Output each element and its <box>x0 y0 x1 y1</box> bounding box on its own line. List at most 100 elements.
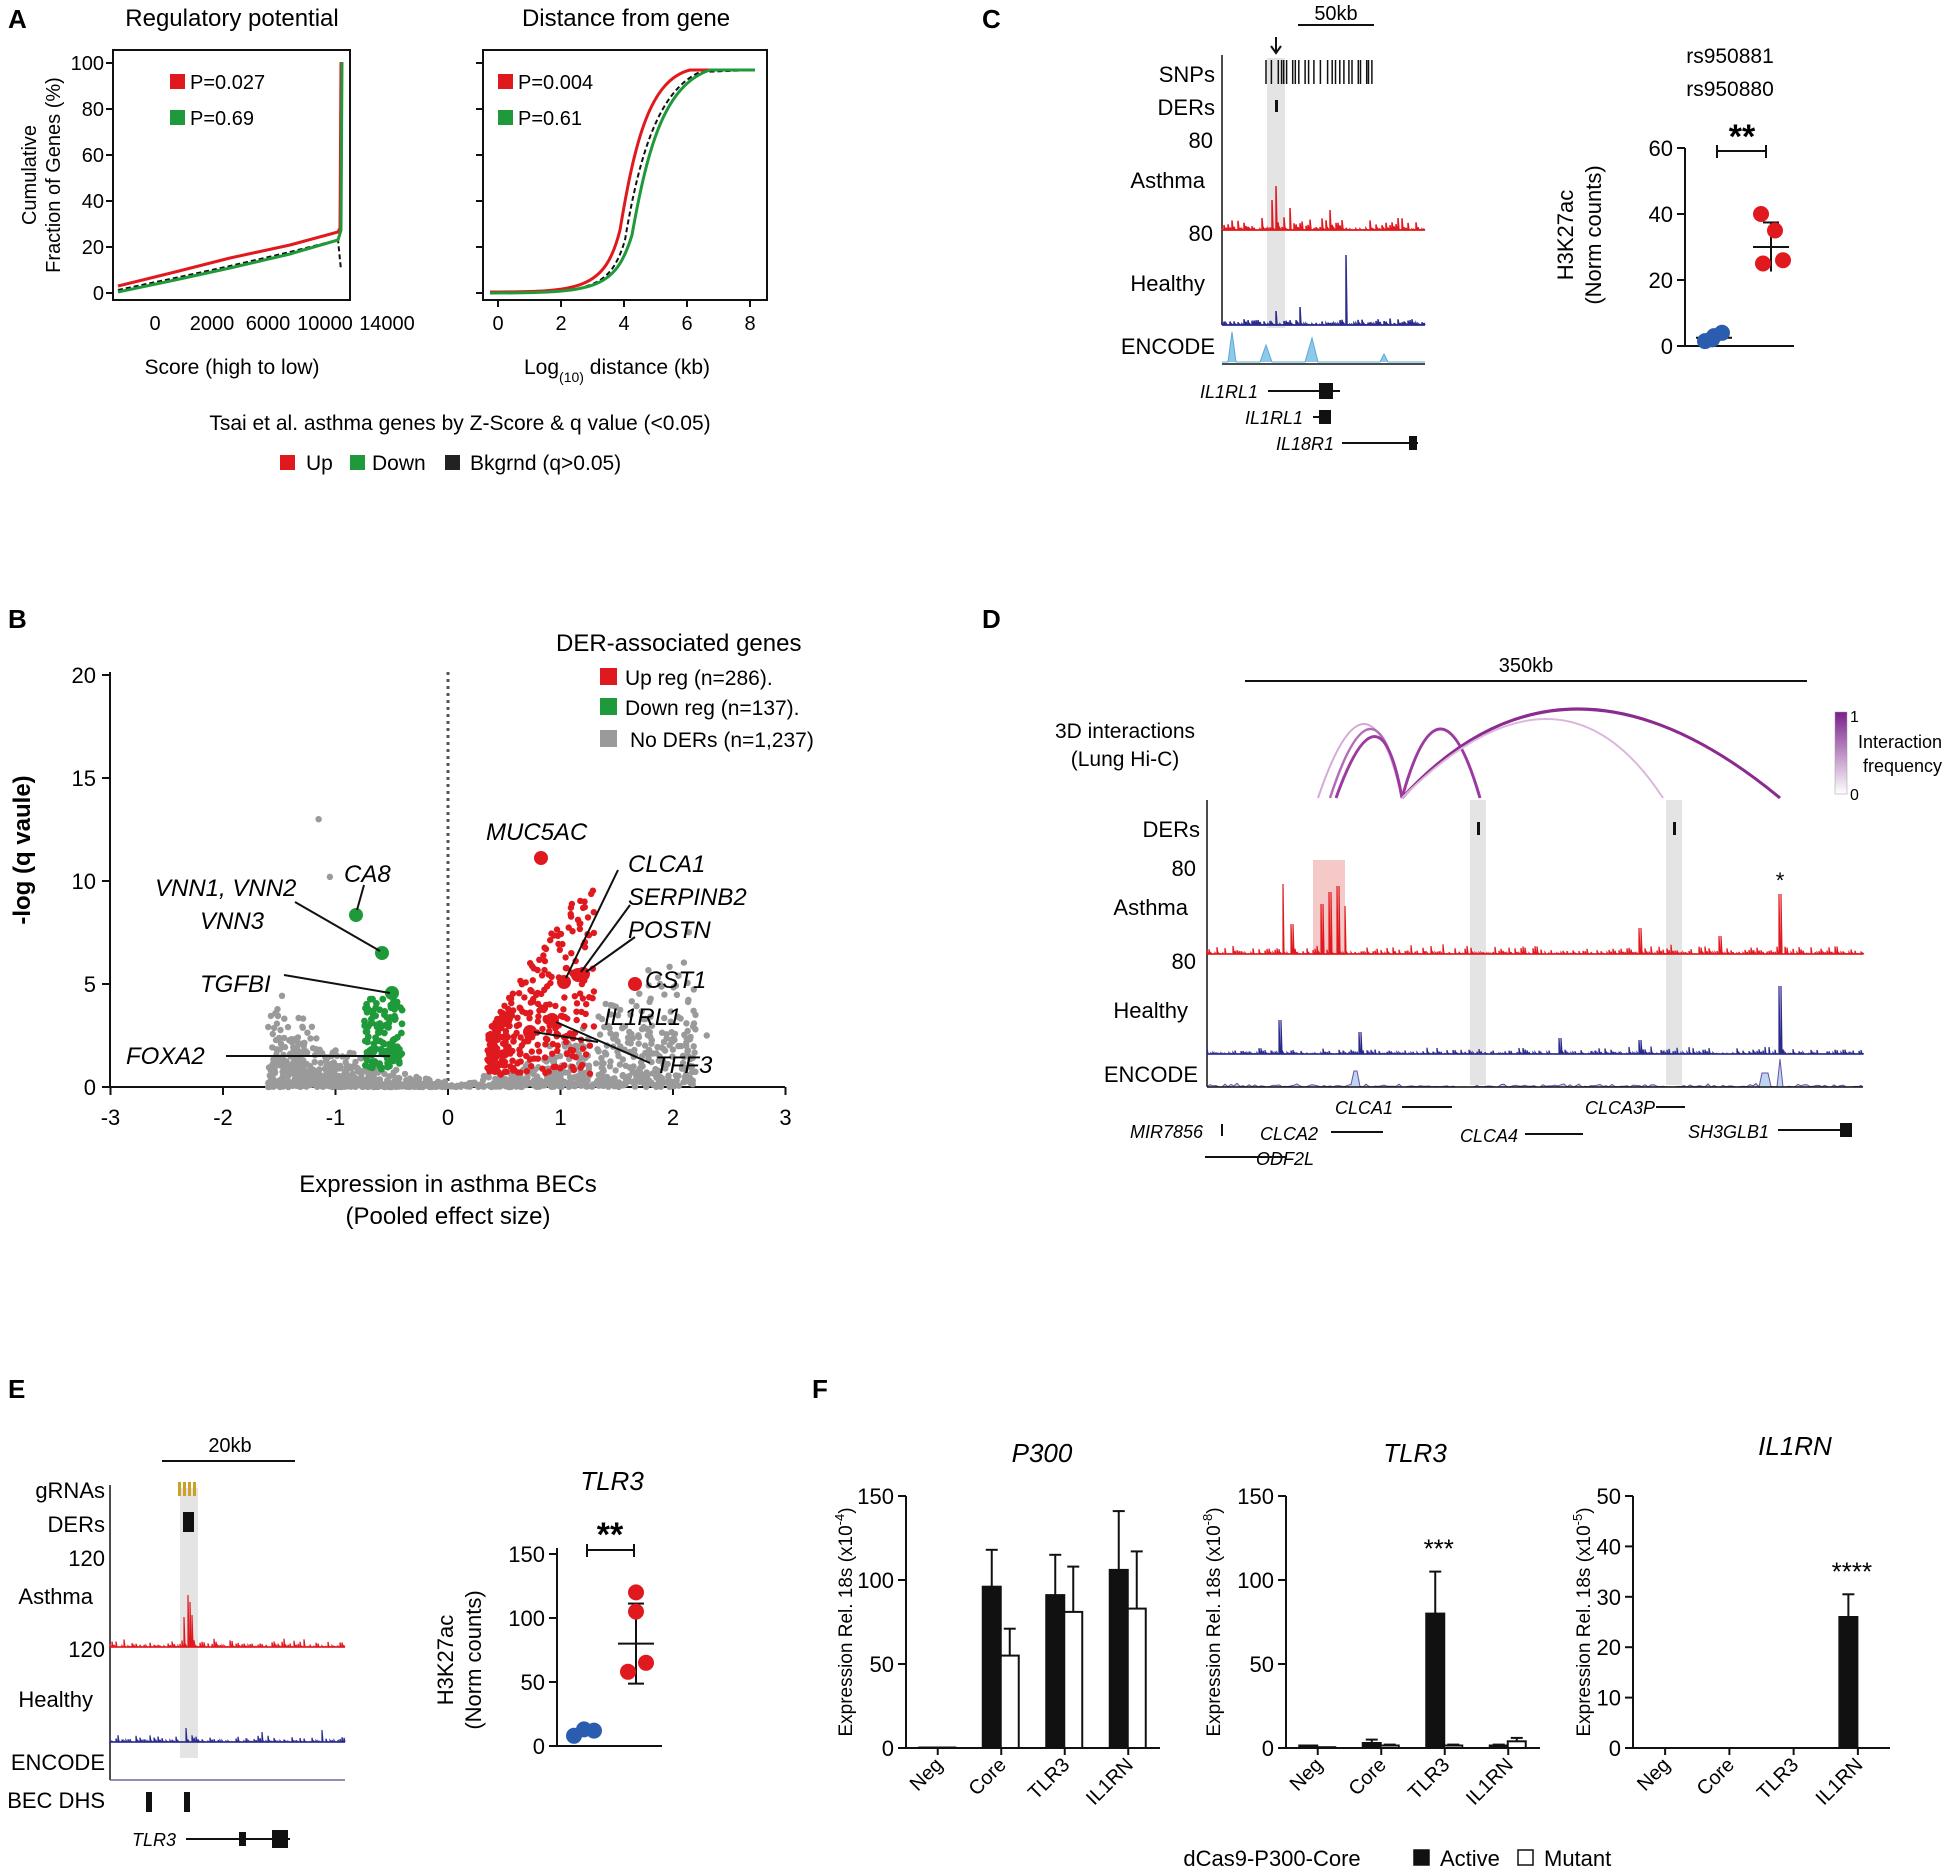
panel-e-dhs-mark-1 <box>146 1792 152 1812</box>
nonder-point <box>298 1074 305 1081</box>
nonder-point <box>684 1047 692 1054</box>
panel-c-snp-label-2: rs950880 <box>1686 78 1774 101</box>
up-point <box>517 1034 524 1041</box>
down-point <box>398 1029 405 1037</box>
panel-c-arrow-icon <box>1270 37 1282 55</box>
xtick-label: 0 <box>492 313 503 335</box>
nonder-point <box>275 1082 282 1089</box>
up-point <box>538 990 545 998</box>
up-point <box>541 966 548 974</box>
nonder-point <box>424 1078 431 1085</box>
ytick-label: 15 <box>72 766 96 791</box>
up-point <box>562 1038 570 1046</box>
nonder-point <box>280 1034 288 1042</box>
xtick-label: Core <box>965 1754 1011 1800</box>
panel-d-gene-clca3p: CLCA3P <box>1585 1098 1655 1118</box>
panel-d-gene-clca1: CLCA1 <box>1335 1098 1393 1118</box>
up-point <box>545 971 552 978</box>
xtick-label: IL1RN <box>1812 1754 1868 1810</box>
nonder-point <box>603 1077 610 1085</box>
panel-b-letter: B <box>8 604 27 634</box>
xtick-label: 1 <box>554 1105 566 1130</box>
down-point <box>376 1006 384 1014</box>
xtick-label: -3 <box>101 1105 121 1130</box>
xtick-label: Core <box>1345 1754 1391 1800</box>
nonder-point <box>443 1082 450 1089</box>
nonder-point <box>614 1079 621 1086</box>
up-point <box>589 995 596 1002</box>
xtick-label: Neg <box>1286 1754 1328 1796</box>
ytick-label: 50 <box>870 1652 894 1677</box>
up-point <box>491 1068 498 1076</box>
panel-d-highlight-1 <box>1470 800 1486 1085</box>
bar-active <box>1108 1568 1129 1750</box>
scatter-point <box>638 1654 654 1671</box>
nonder-point <box>564 1069 572 1076</box>
nonder-point <box>688 1068 696 1076</box>
panel-a-left-up-curve <box>117 61 343 288</box>
panel-b-legend-down-swatch <box>600 698 617 715</box>
scatter-point <box>1767 222 1783 239</box>
gene-label-vnn1-vnn2: VNN1, VNN2 <box>155 875 296 902</box>
panel-b-legend-up: Up reg (n=286). <box>625 667 773 690</box>
nonder-point <box>285 1062 292 1070</box>
gene-point-tff3 <box>545 1013 559 1027</box>
panel-d-gene-odf2l: ODF2L <box>1256 1149 1314 1169</box>
xtick-label: -1 <box>326 1105 346 1130</box>
nonder-point <box>504 1081 511 1088</box>
ytick-label: 20 <box>72 663 96 688</box>
panel-d-highlight-2 <box>1666 800 1682 1085</box>
up-point <box>560 1006 567 1013</box>
panel-a-left-title: Regulatory potential <box>125 5 338 32</box>
nonder-point <box>279 1075 287 1083</box>
panel-a-legend-bkgrnd-swatch <box>445 455 460 470</box>
up-point <box>503 1017 510 1024</box>
bar-mutant <box>1379 1744 1400 1749</box>
xtick-label: 0 <box>149 313 160 335</box>
gene-label-foxa2: FOXA2 <box>126 1043 205 1070</box>
nonder-point <box>684 998 692 1006</box>
up-point <box>549 1050 556 1057</box>
panel-e-grna-marks <box>178 1482 196 1496</box>
nonder-point <box>479 1082 486 1090</box>
up-point <box>563 964 570 972</box>
scatter-point <box>620 1663 636 1680</box>
up-point <box>567 904 575 911</box>
down-point <box>369 1007 377 1015</box>
panel-a-left-xlabel: Score (high to low) <box>144 356 319 379</box>
nonder-point <box>298 1048 305 1056</box>
nonder-point <box>605 1083 612 1090</box>
up-point <box>567 910 574 918</box>
nonder-point <box>624 1039 632 1046</box>
ytick-label: 0 <box>84 1075 96 1100</box>
ytick-label: 50 <box>1250 1652 1274 1677</box>
down-point <box>394 1043 401 1051</box>
nonder-point <box>622 1062 629 1070</box>
nonder-point <box>426 1083 433 1090</box>
nonder-point <box>331 1063 338 1071</box>
ytick-label: 50 <box>521 1670 545 1695</box>
nonder-point <box>678 1042 685 1050</box>
panel-c-scatter-points <box>1696 206 1791 350</box>
up-point <box>546 1001 553 1008</box>
up-point <box>531 1055 538 1062</box>
nonder-point <box>304 1029 311 1036</box>
nonder-point <box>324 1064 332 1071</box>
up-point <box>581 944 589 951</box>
nonder-point <box>265 1023 272 1031</box>
panel-e-track-healthy: Healthy <box>18 1687 93 1712</box>
nonder-point <box>607 1030 614 1037</box>
panel-d-der-mark-1 <box>1477 822 1480 835</box>
up-point <box>576 925 584 933</box>
down-point <box>370 1048 378 1056</box>
panel-a-legend-down: Down <box>372 452 426 475</box>
nonder-point <box>677 1015 684 1022</box>
gene-point-tgfbi <box>385 986 399 1000</box>
nonder-point <box>680 1079 687 1086</box>
ytick-label: 40 <box>1649 202 1673 227</box>
panel-e-track-grnas: gRNAs <box>35 1478 105 1503</box>
nonder-point <box>567 1082 574 1090</box>
nonder-point <box>602 1000 609 1008</box>
